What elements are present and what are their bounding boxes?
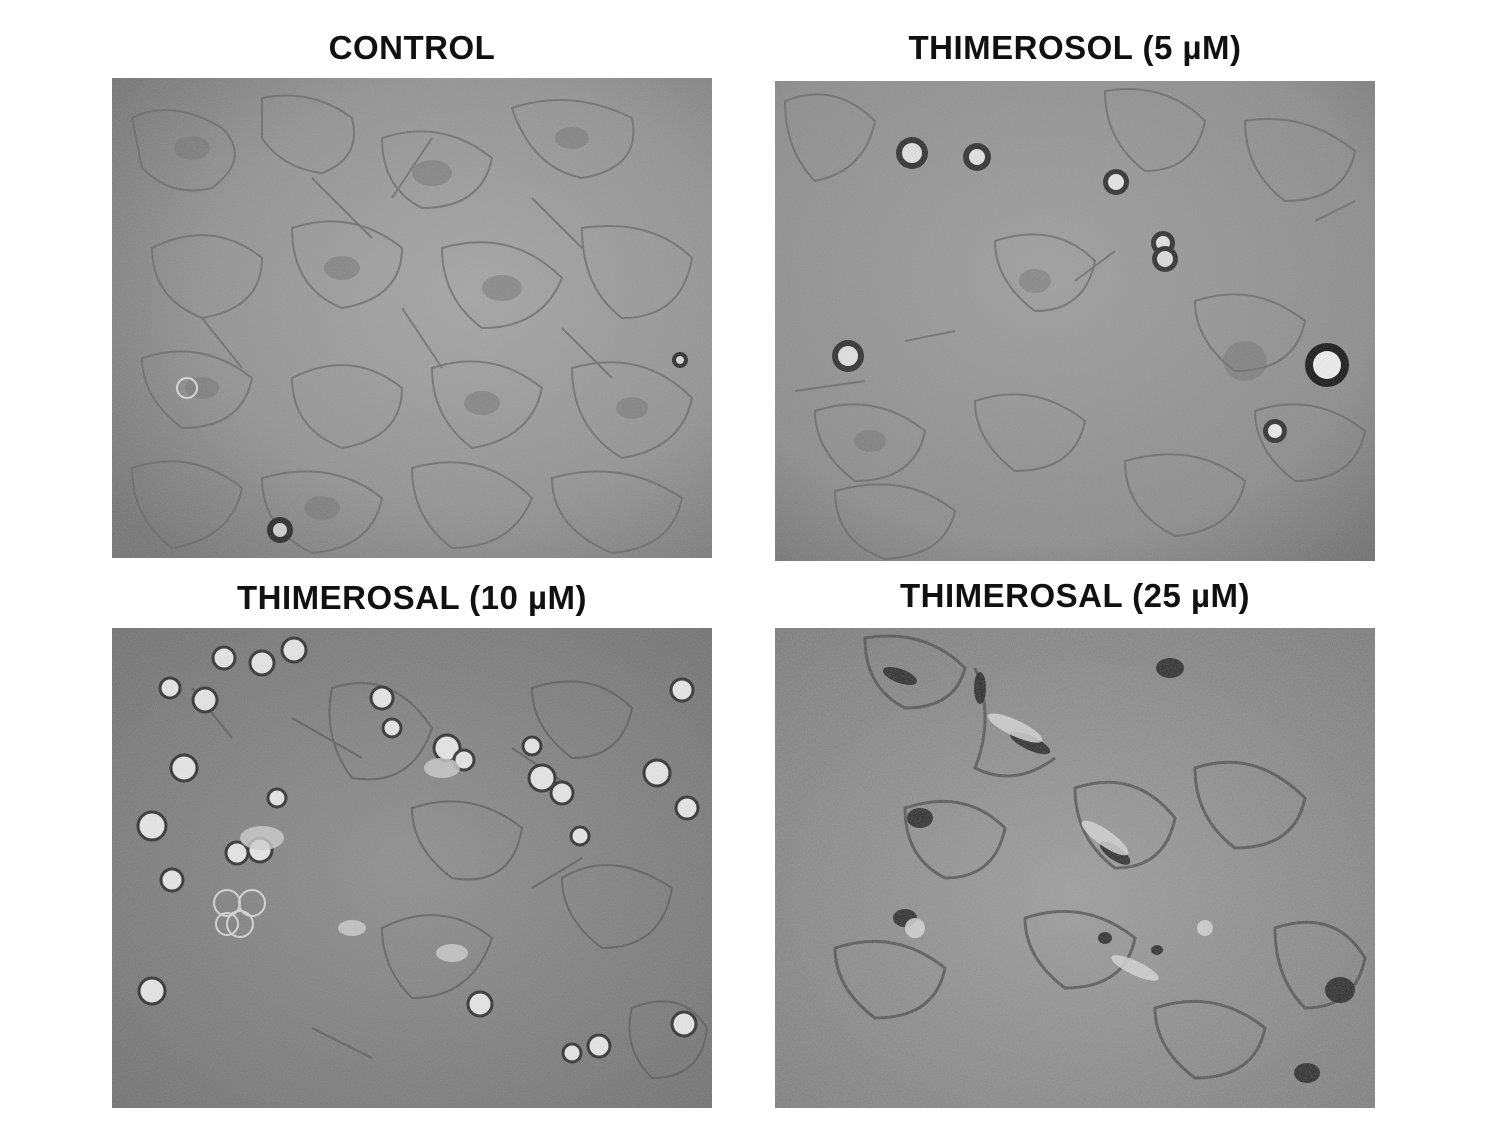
micrograph-thimerosal-25um [775,628,1375,1108]
micrograph-thimerosol-5um [775,81,1375,561]
micrograph-control [112,78,712,558]
panel-title-thimerosol-5um: THIMEROSOL (5 µM) [908,29,1242,66]
micrograph-thimerosal-10um-image [112,628,712,1108]
micrograph-thimerosal-25um-image [775,628,1375,1108]
panel-title-control: CONTROL [328,29,496,66]
panel-title-thimerosal-25um: THIMEROSAL (25 µM) [899,577,1251,614]
micrograph-thimerosol-5um-image [775,81,1375,561]
micrograph-thimerosal-10um [112,628,712,1108]
micrograph-control-image [112,78,712,558]
panel-title-thimerosal-10um: THIMEROSAL (10 µM) [236,579,588,616]
